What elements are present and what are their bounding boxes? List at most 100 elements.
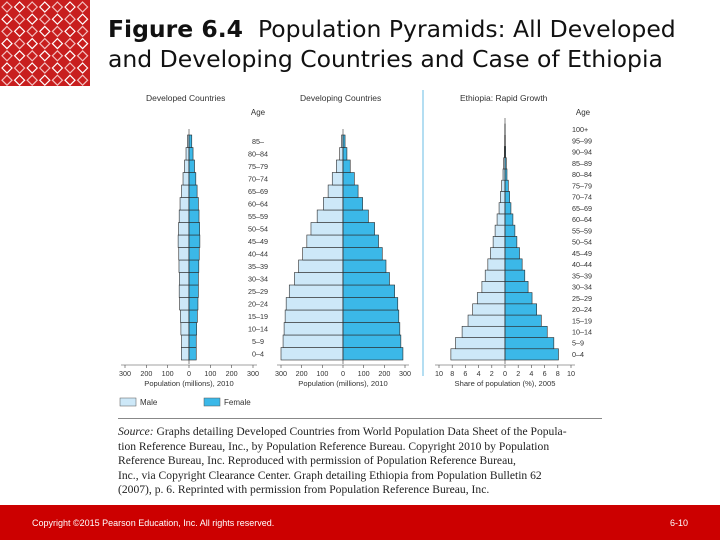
bar-female (504, 213, 514, 226)
age-label: 15–19 (572, 316, 592, 325)
logo-diamond (26, 37, 39, 50)
age-label: 60–64 (572, 215, 592, 224)
title-line-1: Population Pyramids: All Developed (257, 15, 676, 43)
x-tick-label: 200 (378, 369, 390, 378)
age-label: 0–4 (252, 349, 264, 358)
source-line: (2007), p. 6. Reprinted with permission … (118, 483, 490, 496)
title-line-2: and Developing Countries and Case of Eth… (108, 45, 663, 73)
logo-diamond (76, 13, 89, 26)
bar-female (342, 322, 401, 336)
age-label: 95–99 (572, 136, 592, 145)
bar-male (484, 269, 506, 282)
bar-male (501, 179, 506, 192)
x-tick-label: 300 (119, 369, 131, 378)
logo-diamond (1, 25, 13, 38)
bar-male (496, 213, 506, 226)
source-line: tion Reference Bureau, Inc., by Populati… (118, 439, 550, 453)
bar-female (188, 172, 197, 186)
logo-diamond (64, 25, 76, 38)
logo-diamond (64, 1, 76, 13)
x-tick-label: 100 (162, 369, 174, 378)
logo-diamond (64, 37, 76, 50)
bar-male (316, 209, 344, 223)
bar-female (188, 272, 199, 286)
bar-female (188, 234, 201, 248)
x-tick-label: 100 (316, 369, 328, 378)
logo-diamond (76, 25, 89, 38)
bar-male (306, 234, 344, 248)
bar-female (188, 259, 200, 273)
bar-female (342, 334, 402, 348)
bar-female (504, 247, 520, 260)
age-label: 0–4 (572, 350, 584, 359)
logo-diamond (1, 13, 13, 26)
bar-male (178, 259, 190, 273)
age-header-ethiopia: Age (576, 108, 591, 117)
figure-label: Figure 6.4 (108, 15, 243, 43)
logo-diamond (76, 62, 89, 74)
age-label: 35–39 (572, 271, 592, 280)
logo-diamond (76, 74, 89, 86)
chart-title-developed: Developed Countries (146, 93, 225, 103)
legend-swatch-male (119, 397, 137, 407)
logo-diamond (26, 1, 39, 13)
age-label: 45–49 (248, 237, 268, 246)
source-citation: Source: Graphs detailing Developed Count… (118, 418, 602, 498)
age-label: 15–19 (248, 312, 268, 321)
bar-female (342, 172, 355, 186)
bar-male (185, 147, 190, 161)
bar-female (342, 284, 395, 298)
logo-diamond (1, 74, 13, 86)
logo-diamond (13, 62, 26, 74)
x-tick-label: 200 (140, 369, 152, 378)
age-label: 5–9 (252, 337, 264, 346)
bar-male (184, 159, 190, 173)
bar-female (188, 134, 193, 148)
age-label: 5–9 (572, 339, 584, 348)
bar-female (504, 236, 518, 248)
age-label: 40–44 (572, 260, 592, 269)
logo-diamond (26, 49, 39, 62)
bar-female (342, 159, 351, 173)
bar-male (327, 184, 344, 198)
age-label: 55–59 (572, 226, 592, 235)
logo-diamond (76, 1, 89, 13)
legend-swatch-female (203, 397, 221, 407)
bar-male (490, 247, 506, 260)
bar-female (504, 337, 555, 350)
x-tick-label: 200 (226, 369, 238, 378)
bar-female (342, 147, 348, 161)
bar-female (342, 134, 346, 148)
x-tick-label: 0 (187, 369, 191, 378)
age-label: 30–34 (248, 274, 268, 283)
logo-diamond (1, 62, 13, 74)
x-axis-label: Share of population (%), 2005 (455, 379, 556, 388)
age-label: 80–84 (248, 149, 268, 158)
age-label: 85– (252, 137, 264, 146)
bar-male (178, 222, 190, 236)
age-label: 60–64 (248, 199, 268, 208)
bar-male (298, 259, 344, 273)
age-label: 85–89 (572, 159, 592, 168)
x-axis-label: Population (millions), 2010 (144, 379, 234, 388)
copyright-text: Copyright ©2015 Pearson Education, Inc. … (32, 518, 275, 528)
bar-female (188, 209, 200, 223)
logo-diamond (51, 49, 64, 62)
age-label: 10–14 (572, 328, 592, 337)
age-label: 30–34 (572, 283, 592, 292)
logo-diamond (64, 62, 76, 74)
bar-female (188, 347, 197, 361)
bar-male (450, 348, 506, 361)
bar-female (342, 222, 375, 236)
bar-male (179, 297, 190, 311)
logo-diamond (64, 49, 76, 62)
bar-female (504, 258, 523, 271)
bar-female (188, 197, 199, 211)
x-tick-label: 300 (399, 369, 411, 378)
bar-male (285, 297, 344, 311)
x-axis-label: Population (millions), 2010 (298, 379, 388, 388)
bar-male (331, 172, 344, 186)
age-label: 100+ (572, 125, 588, 134)
logo-diamond (38, 1, 51, 13)
x-tick-label: 300 (275, 369, 287, 378)
